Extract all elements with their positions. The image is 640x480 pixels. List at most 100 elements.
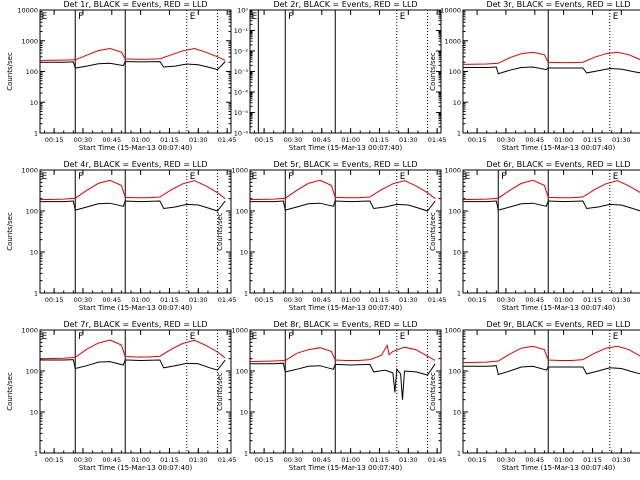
plot-frame xyxy=(249,169,442,294)
x-tick-label: 01:00 xyxy=(131,296,150,304)
x-tick-label: 01:00 xyxy=(554,136,573,144)
x-tick-label: 01:15 xyxy=(583,296,602,304)
x-tick-label: 00:15 xyxy=(255,296,274,304)
y-tick-label: 100 xyxy=(26,208,38,216)
marker-e: E xyxy=(613,12,619,22)
chart-panel-8: Det 8r, BLACK = Events, RED = LLD 1 10 100 1… xyxy=(216,320,447,472)
chart-panel-7: Det 7r, BLACK = Events, RED = LLD 1 10 100 1… xyxy=(6,320,237,472)
x-tick-label: 00:30 xyxy=(284,456,303,464)
series-line-events xyxy=(40,61,226,71)
x-tick-label: 01:00 xyxy=(341,296,360,304)
chart-panel-5: Det 5r, BLACK = Events, RED = LLD 1 10 100 1… xyxy=(216,160,447,312)
y-tick-label: 1000 xyxy=(444,327,461,335)
x-tick-label: 01:15 xyxy=(583,136,602,144)
x-tick-label: 00:15 xyxy=(45,296,64,304)
series-line-events xyxy=(250,362,436,400)
x-tick-label: 00:30 xyxy=(74,136,93,144)
x-tick-label: 01:15 xyxy=(370,456,389,464)
y-tick-label: 10 xyxy=(240,409,248,417)
marker-e: E xyxy=(465,172,471,182)
y-axis-label: Counts/sec xyxy=(6,52,14,91)
marker-f: F xyxy=(78,172,83,182)
x-tick-label: 01:15 xyxy=(160,136,179,144)
x-tick-label: 00:30 xyxy=(497,136,516,144)
y-axis-label: Counts/sec xyxy=(6,372,14,411)
marker-f: F xyxy=(288,172,293,182)
x-axis-label: Start Time (15-Mar-13 00:07:40) xyxy=(79,304,193,312)
marker-e: E xyxy=(613,172,619,182)
x-tick-label: 01:30 xyxy=(189,296,208,304)
y-tick-label: 100 xyxy=(26,368,38,376)
x-tick-label: 01:45 xyxy=(428,136,447,144)
x-tick-label: 01:00 xyxy=(131,136,150,144)
x-tick-label: 01:00 xyxy=(341,136,360,144)
y-tick-label: 10⁻⁶ xyxy=(234,130,249,138)
y-tick-label: 10 xyxy=(30,249,38,257)
y-axis-label: Counts/sec xyxy=(429,372,437,411)
marker-f: F xyxy=(501,172,506,182)
plot-frame xyxy=(39,169,232,294)
marker-e: E xyxy=(190,172,196,182)
x-tick-label: 00:45 xyxy=(525,296,544,304)
series-line-lld xyxy=(40,339,226,360)
chart-panel-6: Det 6r, BLACK = Events, RED = LLD 1 10 100 1… xyxy=(429,160,640,312)
marker-f: F xyxy=(78,12,83,22)
chart-panel-4: Det 4r, BLACK = Events, RED = LLD 1 10 100 1… xyxy=(6,160,237,312)
series-line-lld xyxy=(463,179,640,201)
x-tick-label: 01:30 xyxy=(612,296,631,304)
series-line-lld xyxy=(463,51,640,65)
x-axis-label: Start Time (15-Mar-13 00:07:40) xyxy=(289,464,403,472)
panel-title: Det 9r, BLACK = Events, RED = LLD xyxy=(486,320,630,329)
x-tick-label: 01:00 xyxy=(554,296,573,304)
x-tick-label: 00:15 xyxy=(468,296,487,304)
x-tick-label: 01:30 xyxy=(399,456,418,464)
chart-panel-1: Det 1r, BLACK = Events, RED = LLD 1 10 100 1… xyxy=(6,0,237,152)
series-line-events xyxy=(40,359,226,371)
y-tick-label: 1000 xyxy=(231,327,248,335)
chart-panel-2: Det 2r, BLACK = Events, RED = LLD 10⁻⁶ 10⁻… xyxy=(234,0,447,152)
marker-e: E xyxy=(42,12,48,22)
panel-title: Det 2r, BLACK = Events, RED = LLD xyxy=(273,0,417,9)
x-tick-label: 01:15 xyxy=(370,136,389,144)
y-tick-label: 10⁻³ xyxy=(234,68,249,76)
x-tick-label: 00:30 xyxy=(497,296,516,304)
plot-frame xyxy=(462,9,640,134)
x-tick-label: 00:45 xyxy=(102,296,121,304)
y-tick-label: 1000 xyxy=(231,167,248,175)
y-tick-label: 10 xyxy=(30,409,38,417)
x-tick-label: 01:45 xyxy=(428,456,447,464)
plot-frame xyxy=(462,169,640,294)
marker-e: E xyxy=(400,332,406,342)
marker-e: E xyxy=(42,172,48,182)
series-line-events xyxy=(463,200,640,212)
y-tick-label: 10⁻¹ xyxy=(234,27,249,35)
y-tick-label: 10 xyxy=(453,249,461,257)
x-tick-label: 00:45 xyxy=(312,296,331,304)
x-tick-label: 00:30 xyxy=(284,136,303,144)
x-tick-label: 00:30 xyxy=(74,296,93,304)
x-tick-label: 00:45 xyxy=(102,136,121,144)
series-line-lld xyxy=(250,344,436,363)
x-tick-label: 00:15 xyxy=(255,456,274,464)
series-line-lld xyxy=(40,47,226,61)
x-tick-label: 00:15 xyxy=(468,136,487,144)
y-tick-label: 100 xyxy=(449,368,461,376)
plot-frame xyxy=(249,329,442,454)
x-axis-label: Start Time (15-Mar-13 00:07:40) xyxy=(502,464,616,472)
y-tick-label: 1 xyxy=(457,450,461,458)
x-tick-label: 01:45 xyxy=(218,296,237,304)
y-tick-label: 10⁻⁵ xyxy=(234,109,249,117)
chart-panel-3: Det 3r, BLACK = Events, RED = LLD 1 10 100 1… xyxy=(429,0,640,152)
y-axis-label: Counts/sec xyxy=(429,212,437,251)
y-tick-label: 1 xyxy=(457,130,461,138)
x-tick-label: 01:45 xyxy=(428,296,447,304)
x-tick-label: 00:45 xyxy=(312,456,331,464)
marker-e: E xyxy=(252,12,258,22)
y-tick-label: 1000 xyxy=(21,327,38,335)
x-tick-label: 00:30 xyxy=(74,456,93,464)
marker-f: F xyxy=(78,332,83,342)
marker-e: E xyxy=(190,332,196,342)
y-tick-label: 1 xyxy=(34,450,38,458)
marker-e: E xyxy=(252,172,258,182)
x-tick-label: 00:45 xyxy=(102,456,121,464)
